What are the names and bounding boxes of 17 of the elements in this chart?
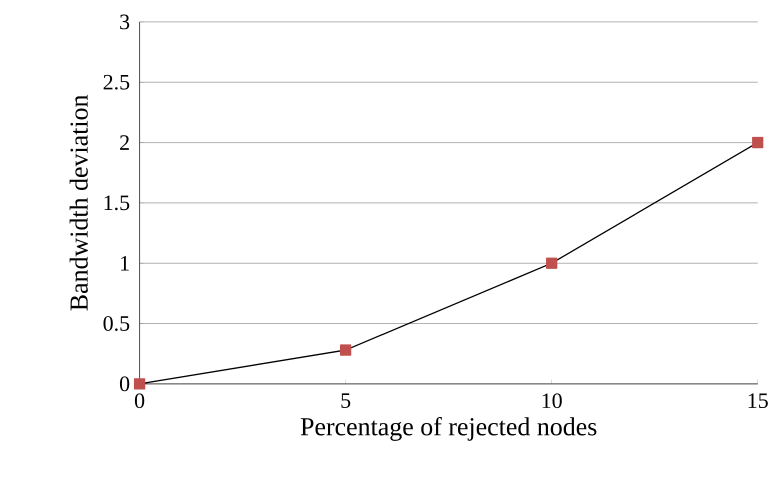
y-tick-label: 2.5 xyxy=(104,75,130,90)
y-tick-label: 2 xyxy=(120,136,129,150)
point xyxy=(340,344,352,356)
point xyxy=(752,137,764,148)
point xyxy=(546,258,558,270)
y-tick-label: 0 xyxy=(120,376,130,392)
x-axis-title: Percentage of rejected nodes xyxy=(300,417,596,442)
point xyxy=(134,378,146,390)
y-tick-label: 3 xyxy=(120,14,130,30)
x-tick-label: 0 xyxy=(134,394,144,408)
y-tick-label: 1.5 xyxy=(104,196,130,210)
y-axis-title: Bandwidth deviation xyxy=(70,95,88,311)
x-tick-label: 10 xyxy=(542,394,562,408)
y-tick-label: 1 xyxy=(121,256,129,271)
y-tick-label: 0.5 xyxy=(103,316,130,332)
x-tick-label: 15 xyxy=(748,394,768,408)
x-tick-label: 5 xyxy=(341,394,350,408)
